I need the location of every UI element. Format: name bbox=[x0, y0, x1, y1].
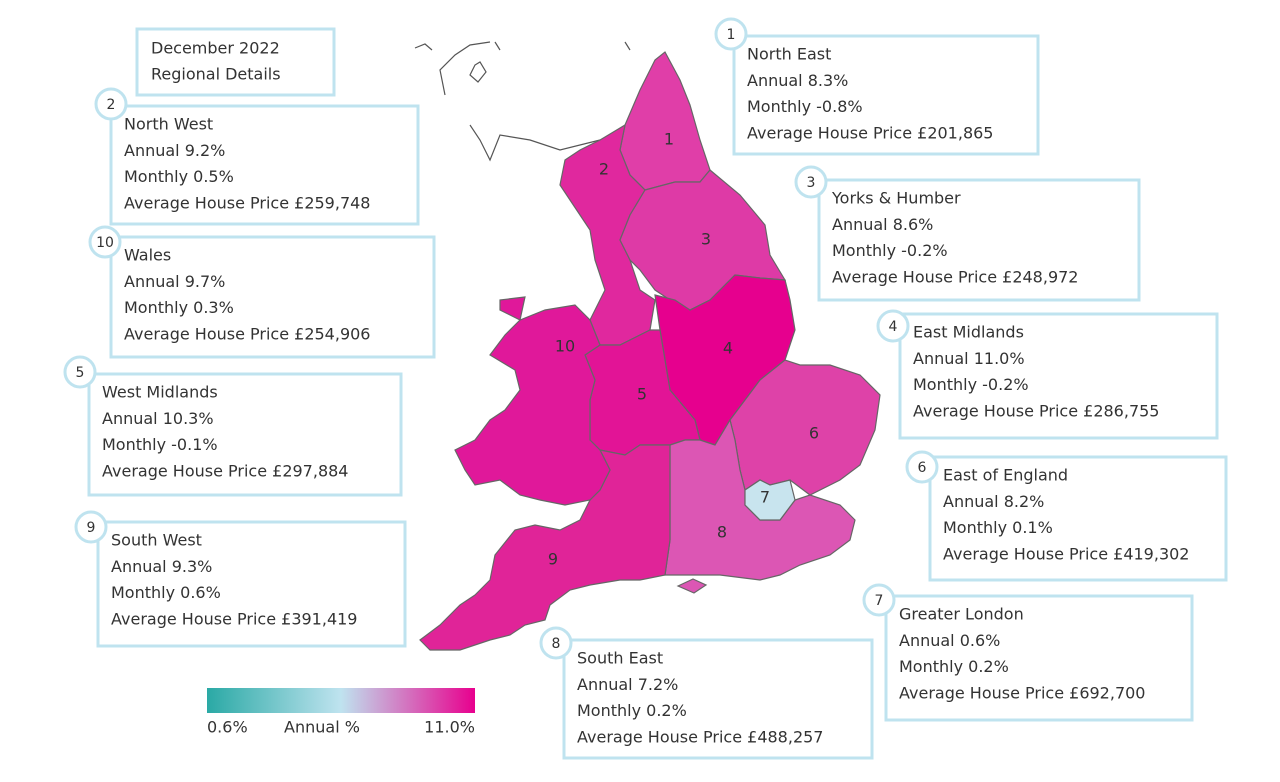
region-monthly: Monthly 0.2% bbox=[577, 701, 687, 720]
region-monthly: Monthly 0.6% bbox=[111, 583, 221, 602]
region-monthly: Monthly 0.5% bbox=[124, 167, 234, 186]
title-line: Regional Details bbox=[151, 65, 281, 84]
region-price: Average House Price £297,884 bbox=[102, 461, 348, 480]
region-monthly: Monthly -0.2% bbox=[832, 241, 948, 260]
region-price: Average House Price £488,257 bbox=[577, 727, 823, 746]
number-badge bbox=[74, 510, 108, 544]
region-monthly: Monthly 0.3% bbox=[124, 298, 234, 317]
region-name: North West bbox=[124, 115, 213, 134]
map-number: 1 bbox=[664, 130, 674, 149]
info-box bbox=[96, 520, 407, 648]
region-annual: Annual 7.2% bbox=[577, 675, 678, 694]
number-badge bbox=[63, 355, 97, 389]
map-number: 9 bbox=[548, 550, 558, 569]
legend-max: 11.0% bbox=[424, 718, 475, 737]
info-box bbox=[884, 594, 1194, 722]
region-price: Average House Price £254,906 bbox=[124, 324, 370, 343]
legend-gradient bbox=[207, 688, 475, 713]
badge-number: 10 bbox=[96, 235, 114, 251]
info-box bbox=[562, 638, 874, 760]
number-badge bbox=[862, 583, 896, 617]
badge-number: 3 bbox=[807, 175, 816, 191]
title-line: December 2022 bbox=[151, 39, 280, 58]
badge-number: 1 bbox=[727, 27, 736, 43]
region-annual: Annual 9.2% bbox=[124, 141, 225, 160]
region-name: Yorks & Humber bbox=[831, 189, 961, 208]
map-number: 5 bbox=[637, 385, 647, 404]
info-box bbox=[87, 372, 403, 497]
info-box bbox=[732, 34, 1040, 156]
region-annual: Annual 11.0% bbox=[913, 349, 1025, 368]
region-name: Wales bbox=[124, 246, 171, 265]
region-shape bbox=[664, 418, 856, 581]
region-annual: Annual 8.3% bbox=[747, 71, 848, 90]
badge-number: 4 bbox=[889, 319, 898, 335]
region-name: South East bbox=[577, 649, 663, 668]
region-monthly: Monthly -0.2% bbox=[913, 375, 1029, 394]
region-name: Greater London bbox=[899, 605, 1024, 624]
region-name: East of England bbox=[943, 466, 1068, 485]
number-badge bbox=[905, 450, 939, 484]
badge-number: 6 bbox=[918, 460, 927, 476]
map-number: 2 bbox=[599, 160, 609, 179]
region-price: Average House Price £419,302 bbox=[943, 544, 1189, 563]
badge-number: 8 bbox=[552, 636, 561, 652]
map-number: 3 bbox=[701, 230, 711, 249]
region-name: South West bbox=[111, 531, 202, 550]
number-badge bbox=[539, 626, 573, 660]
badge-number: 7 bbox=[875, 593, 884, 609]
number-badge bbox=[714, 17, 748, 51]
region-shape bbox=[454, 296, 611, 506]
map-number: 6 bbox=[809, 424, 819, 443]
info-box bbox=[928, 455, 1228, 582]
map-number: 4 bbox=[723, 339, 733, 358]
region-price: Average House Price £692,700 bbox=[899, 683, 1145, 702]
badge-number: 5 bbox=[76, 365, 85, 381]
region-annual: Annual 10.3% bbox=[102, 409, 214, 428]
info-box bbox=[109, 104, 420, 226]
number-badge bbox=[88, 225, 122, 259]
region-name: North East bbox=[747, 45, 831, 64]
coastline bbox=[414, 41, 631, 162]
number-badge bbox=[876, 309, 910, 343]
map-number: 10 bbox=[555, 337, 575, 356]
region-name: East Midlands bbox=[913, 323, 1024, 342]
info-box bbox=[898, 312, 1219, 440]
region-shape bbox=[744, 479, 796, 521]
legend-min: 0.6% bbox=[207, 718, 248, 737]
badge-number: 2 bbox=[107, 97, 116, 113]
region-monthly: Monthly 0.1% bbox=[943, 518, 1053, 537]
map-number: 7 bbox=[760, 488, 770, 507]
region-shape bbox=[619, 51, 711, 191]
region-price: Average House Price £391,419 bbox=[111, 609, 357, 628]
number-badge bbox=[794, 165, 828, 199]
region-price: Average House Price £248,972 bbox=[832, 267, 1078, 286]
legend-label: Annual % bbox=[284, 718, 360, 737]
badge-number: 9 bbox=[87, 520, 96, 536]
region-price: Average House Price £286,755 bbox=[913, 401, 1159, 420]
region-annual: Annual 0.6% bbox=[899, 631, 1000, 650]
info-box bbox=[109, 235, 436, 359]
region-shape bbox=[419, 444, 671, 651]
region-annual: Annual 9.3% bbox=[111, 557, 212, 576]
region-annual: Annual 9.7% bbox=[124, 272, 225, 291]
region-name: West Midlands bbox=[102, 383, 218, 402]
region-monthly: Monthly -0.8% bbox=[747, 97, 863, 116]
info-box bbox=[817, 178, 1141, 302]
region-annual: Annual 8.2% bbox=[943, 492, 1044, 511]
region-shape bbox=[676, 578, 708, 594]
region-monthly: Monthly -0.1% bbox=[102, 435, 218, 454]
region-price: Average House Price £259,748 bbox=[124, 193, 370, 212]
map bbox=[414, 41, 881, 651]
map-number: 8 bbox=[717, 523, 727, 542]
region-monthly: Monthly 0.2% bbox=[899, 657, 1009, 676]
number-badge bbox=[94, 87, 128, 121]
region-price: Average House Price £201,865 bbox=[747, 123, 993, 142]
title-box bbox=[135, 27, 336, 97]
region-annual: Annual 8.6% bbox=[832, 215, 933, 234]
